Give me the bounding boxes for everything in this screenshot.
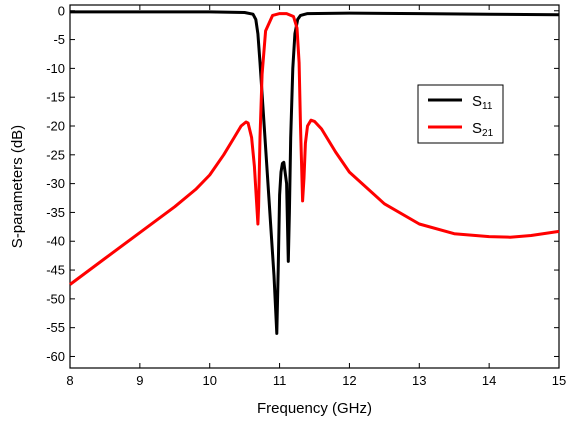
y-tick-label-4: -20 <box>46 119 65 134</box>
y-tick-label-1: -5 <box>53 32 65 47</box>
tick-labels: 8 9 10 11 12 13 14 15 0 -5 -10 -15 -20 -25 -30 -35 -40 -4… <box>46 3 566 388</box>
y-tick-label-9: -45 <box>46 263 65 278</box>
y-tick-label-0: 0 <box>58 3 65 18</box>
x-tick-label-5: 13 <box>412 373 426 388</box>
x-tick-label-0: 8 <box>66 373 73 388</box>
series-line-s21 <box>69 12 560 286</box>
x-tick-label-2: 10 <box>202 373 216 388</box>
x-tick-label-7: 15 <box>552 373 566 388</box>
x-tick-label-1: 9 <box>136 373 143 388</box>
series-group <box>69 10 560 335</box>
y-tick-label-12: -60 <box>46 349 65 364</box>
y-tick-label-5: -25 <box>46 147 65 162</box>
y-axis-label: S-parameters (dB) <box>9 125 26 248</box>
y-tick-label-7: -35 <box>46 205 65 220</box>
y-tick-label-3: -15 <box>46 90 65 105</box>
y-tick-label-11: -55 <box>46 320 65 335</box>
x-tick-label-3: 11 <box>273 373 287 388</box>
series-line-s11 <box>70 10 560 335</box>
legend-box <box>417 84 504 144</box>
y-tick-label-6: -30 <box>46 176 65 191</box>
y-tick-label-8: -40 <box>46 234 65 249</box>
x-axis-label: Frequency (GHz) <box>257 400 372 417</box>
legend-label-s21: S21 <box>472 120 494 139</box>
y-tick-label-10: -50 <box>46 291 65 306</box>
axis-ticks <box>69 5 560 368</box>
legend-label-s11: S11 <box>472 93 493 112</box>
x-tick-label-4: 12 <box>342 373 356 388</box>
legend: S11 S21 <box>417 84 504 144</box>
y-tick-label-2: -10 <box>46 61 65 76</box>
x-tick-label-6: 14 <box>482 373 496 388</box>
plot-frame <box>69 4 560 369</box>
